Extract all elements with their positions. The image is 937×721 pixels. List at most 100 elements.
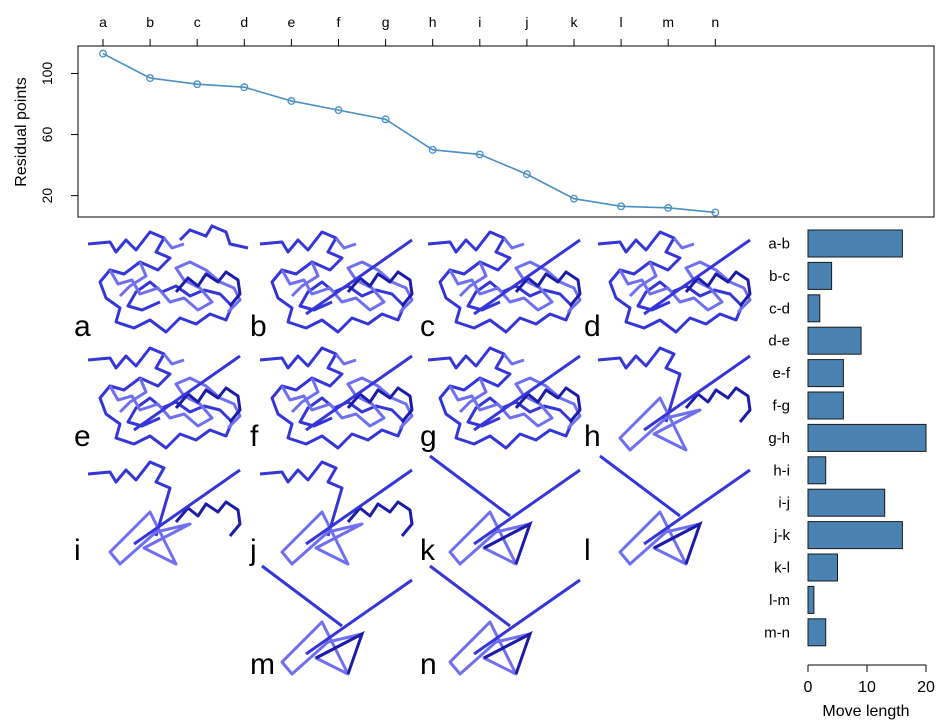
backbone-trace bbox=[684, 270, 752, 307]
line-x-tick-label: e bbox=[288, 14, 296, 30]
structure-panel bbox=[87, 224, 249, 334]
backbone-trace bbox=[514, 270, 582, 307]
bar bbox=[807, 359, 844, 388]
structure-label: b bbox=[250, 310, 267, 343]
backbone-trace bbox=[597, 346, 682, 423]
line-x-tick-label: m bbox=[662, 14, 674, 30]
structure-panel bbox=[427, 230, 582, 334]
bar bbox=[807, 391, 844, 420]
backbone-trace bbox=[259, 460, 344, 537]
backbone-trace bbox=[346, 500, 414, 537]
data-point bbox=[381, 115, 390, 124]
bar bbox=[807, 261, 833, 290]
backbone-trace bbox=[280, 510, 364, 566]
structure-label: l bbox=[584, 534, 591, 567]
backbone-trace bbox=[305, 468, 413, 546]
structure-panel bbox=[259, 460, 414, 566]
line-x-tick-label: l bbox=[620, 14, 623, 30]
line-plot-frame bbox=[77, 45, 935, 218]
data-point bbox=[711, 208, 720, 217]
backbone-trace bbox=[643, 354, 751, 432]
bar-category-labels: a-b b-c c-d d-e e-f f-g g-h h-i i-j j-k k-l l-m m-n bbox=[764, 236, 791, 642]
structure-label: m bbox=[250, 648, 275, 681]
bar-category-label: d-e bbox=[768, 333, 790, 350]
series-points bbox=[99, 49, 720, 217]
structure-snapshots: a b c d e f g h i j k l m n bbox=[74, 224, 752, 681]
data-point bbox=[193, 80, 202, 89]
backbone-trace bbox=[259, 230, 406, 334]
backbone-trace bbox=[483, 520, 533, 565]
backbone-trace bbox=[473, 238, 581, 316]
data-point bbox=[287, 97, 296, 105]
line-x-tick-label: k bbox=[571, 14, 579, 30]
backbone-trace bbox=[346, 270, 414, 307]
line-x-tick-label: a bbox=[99, 14, 107, 30]
bar bbox=[807, 521, 903, 550]
line-x-tick-label: f bbox=[337, 14, 341, 30]
structure-panel bbox=[429, 564, 581, 676]
backbone-trace bbox=[473, 354, 581, 432]
backbone-trace bbox=[87, 230, 234, 334]
bar bbox=[807, 553, 838, 582]
bar-category-label: g-h bbox=[768, 430, 790, 447]
data-point bbox=[570, 194, 578, 203]
bars bbox=[807, 229, 927, 647]
backbone-trace bbox=[427, 230, 574, 334]
data-point bbox=[240, 83, 249, 92]
line-y-tick-label: 20 bbox=[39, 188, 55, 204]
structure-label: e bbox=[74, 420, 91, 453]
structure-label: h bbox=[584, 420, 601, 453]
line-y-axis-label: Residual points bbox=[13, 77, 30, 186]
structure-label: f bbox=[250, 420, 259, 453]
structure-panel bbox=[427, 346, 582, 450]
backbone-trace bbox=[473, 578, 581, 656]
backbone-trace bbox=[305, 354, 413, 432]
structure-panel bbox=[599, 454, 751, 566]
line-x-tick-label: b bbox=[146, 14, 154, 30]
bar-category-label: j-k bbox=[773, 527, 790, 544]
bar-category-label: m-n bbox=[764, 624, 790, 641]
backbone-trace bbox=[346, 386, 414, 423]
backbone-trace bbox=[448, 353, 582, 430]
bar-category-label: a-b bbox=[768, 236, 790, 253]
bar-category-label: i-j bbox=[778, 495, 790, 512]
backbone-trace bbox=[261, 564, 343, 628]
backbone-trace bbox=[429, 454, 511, 518]
backbone-trace bbox=[473, 468, 581, 546]
backbone-trace bbox=[280, 353, 414, 430]
backbone-trace bbox=[108, 510, 192, 566]
backbone-trace bbox=[429, 564, 511, 628]
bar-category-label: c-d bbox=[769, 300, 790, 317]
backbone-trace bbox=[174, 270, 242, 307]
line-x-tick-label: d bbox=[240, 14, 248, 30]
backbone-trace bbox=[643, 468, 751, 546]
structure-panel bbox=[429, 454, 581, 566]
backbone-trace bbox=[178, 224, 249, 250]
line-x-tick-label: i bbox=[478, 14, 481, 30]
bar-category-label: k-l bbox=[774, 560, 790, 577]
structure-panel bbox=[597, 346, 752, 452]
backbone-trace bbox=[653, 520, 703, 565]
structure-label: d bbox=[584, 310, 601, 343]
structure-panel bbox=[597, 230, 752, 334]
backbone-trace bbox=[427, 346, 574, 450]
bar-x-tick-label: 10 bbox=[858, 679, 876, 696]
bar-category-label: e-f bbox=[772, 365, 790, 382]
bar-x-tick-label: 20 bbox=[917, 679, 935, 696]
backbone-trace bbox=[174, 500, 242, 537]
bar-category-label: b-c bbox=[769, 268, 790, 285]
bar-x-tick-label: 0 bbox=[804, 679, 813, 696]
bar-category-label: l-m bbox=[769, 592, 790, 609]
structure-label: i bbox=[74, 534, 81, 567]
line-x-tick-label: j bbox=[524, 14, 528, 30]
backbone-trace bbox=[643, 238, 751, 316]
backbone-trace bbox=[87, 346, 234, 450]
bar bbox=[807, 423, 927, 452]
data-point bbox=[522, 170, 531, 179]
backbone-trace bbox=[618, 237, 752, 314]
move-length-bar-chart: a-bb-cc-dd-ee-ff-gg-hh-ii-jj-kk-ll-mm-n … bbox=[764, 229, 935, 720]
bar bbox=[807, 326, 862, 355]
structure-label: g bbox=[420, 420, 437, 453]
bar-category-label: h-i bbox=[773, 462, 790, 479]
